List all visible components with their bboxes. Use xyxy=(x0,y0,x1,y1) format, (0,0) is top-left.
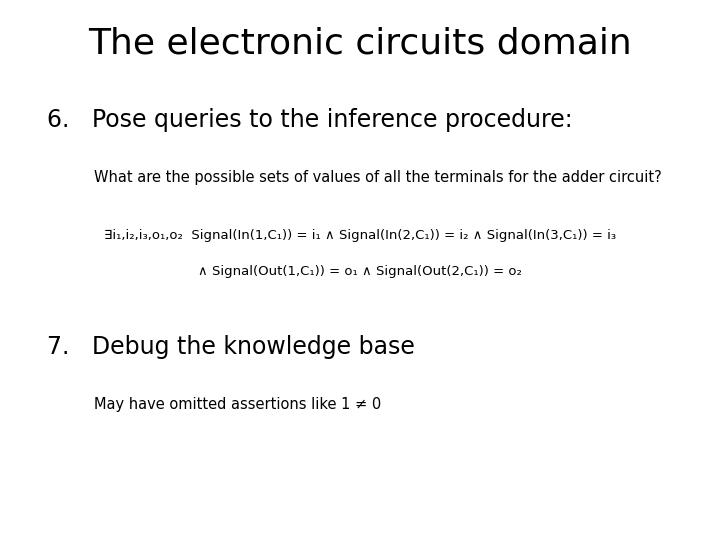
Text: 7.   Debug the knowledge base: 7. Debug the knowledge base xyxy=(47,335,415,359)
Text: ∃i₁,i₂,i₃,o₁,o₂  Signal(In(1,C₁)) = i₁ ∧ Signal(In(2,C₁)) = i₂ ∧ Signal(In(3,C₁): ∃i₁,i₂,i₃,o₁,o₂ Signal(In(1,C₁)) = i₁ ∧ … xyxy=(104,230,616,242)
Text: What are the possible sets of values of all the terminals for the adder circuit?: What are the possible sets of values of … xyxy=(94,170,662,185)
Text: ∧ Signal(Out(1,C₁)) = o₁ ∧ Signal(Out(2,C₁)) = o₂: ∧ Signal(Out(1,C₁)) = o₁ ∧ Signal(Out(2,… xyxy=(198,265,522,278)
Text: The electronic circuits domain: The electronic circuits domain xyxy=(88,27,632,61)
Text: 6.   Pose queries to the inference procedure:: 6. Pose queries to the inference procedu… xyxy=(47,108,572,132)
Text: May have omitted assertions like 1 ≠ 0: May have omitted assertions like 1 ≠ 0 xyxy=(94,397,381,412)
